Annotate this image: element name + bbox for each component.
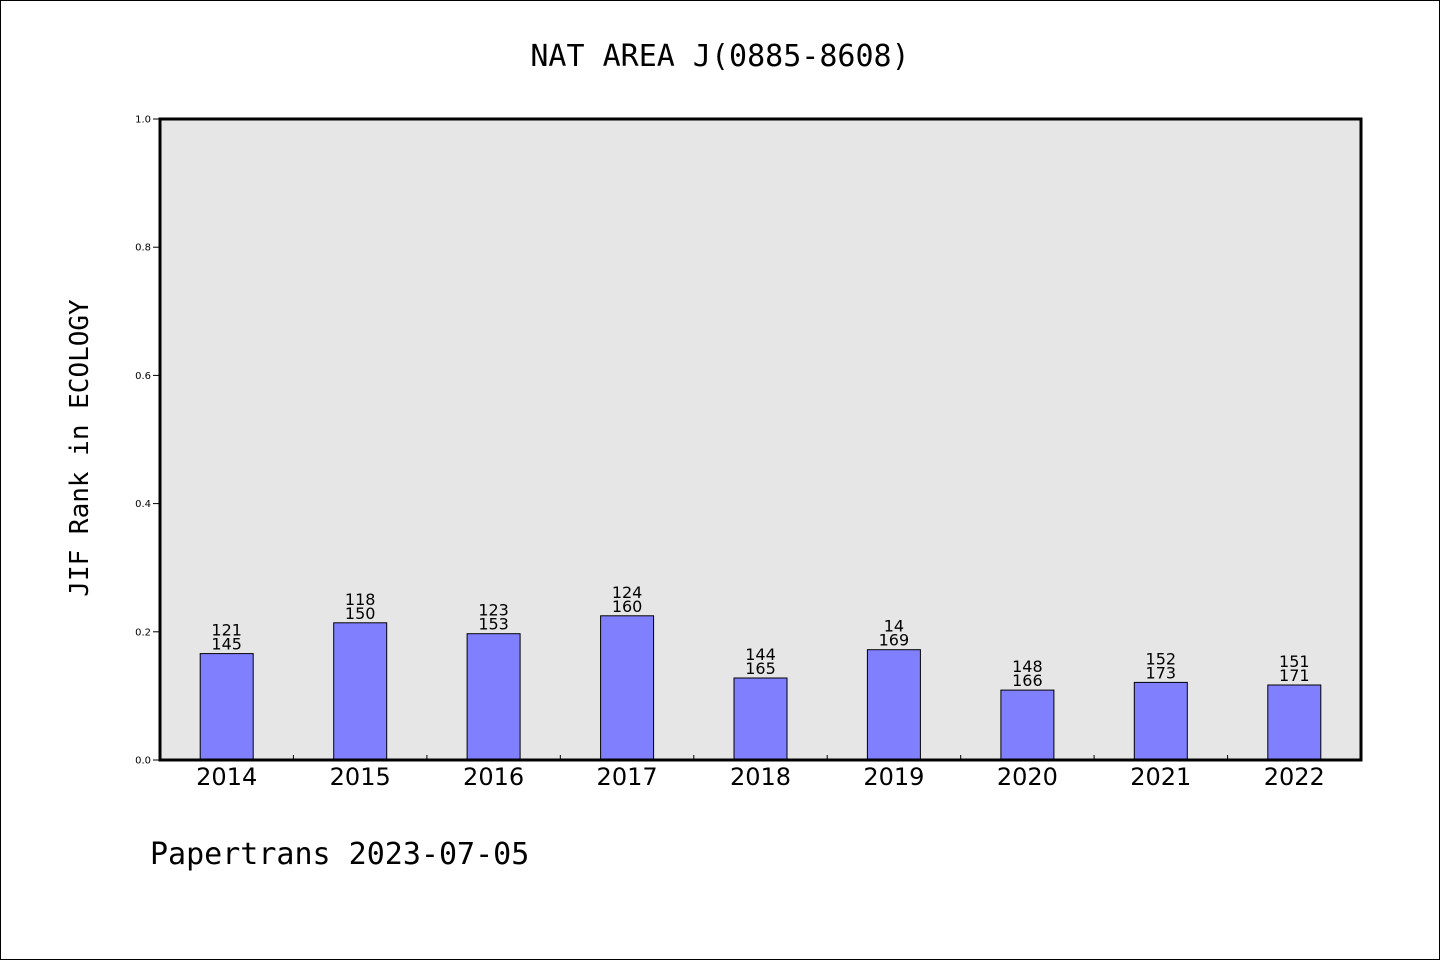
y-axis: 0.0 0.2 0.4 0.6 0.8 1.0 bbox=[135, 115, 160, 767]
x-tick-label: 2022 bbox=[1264, 763, 1325, 791]
bar-label-top: 144 bbox=[745, 645, 776, 664]
footer-text: Papertrans 2023-07-05 bbox=[150, 837, 529, 872]
y-tick-label: 0.4 bbox=[135, 499, 151, 510]
bar-label-top: 123 bbox=[478, 601, 509, 620]
y-tick-label: 0.2 bbox=[135, 627, 151, 638]
bar-2018 bbox=[733, 677, 788, 761]
bar-label-bottom: 160 bbox=[612, 597, 643, 616]
bar-2016 bbox=[466, 633, 521, 761]
bar-2019 bbox=[866, 649, 921, 761]
x-tick-label: 2014 bbox=[196, 763, 257, 791]
bar-label-top: 152 bbox=[1146, 649, 1177, 668]
y-axis-label: JIF Rank in ECOLOGY bbox=[65, 299, 95, 597]
bars-group bbox=[199, 615, 1322, 761]
bar-label-bottom: 150 bbox=[345, 604, 376, 623]
bar-label-bottom: 165 bbox=[745, 659, 776, 678]
bar-label-top: 121 bbox=[211, 621, 242, 640]
x-tick-label: 2019 bbox=[863, 763, 924, 791]
y-tick-label: 0.0 bbox=[135, 756, 151, 767]
bar-2017 bbox=[600, 615, 655, 761]
bar-2015 bbox=[333, 622, 388, 761]
x-axis: 2014 2015 2016 2017 2018 2019 2020 2021 2022 bbox=[196, 755, 1325, 791]
y-tick-label: 0.6 bbox=[135, 371, 151, 382]
x-tick-label: 2016 bbox=[463, 763, 524, 791]
x-tick-label: 2015 bbox=[330, 763, 391, 791]
x-tick-label: 2021 bbox=[1130, 763, 1191, 791]
bar-2014 bbox=[199, 653, 254, 761]
bar-2020 bbox=[1000, 689, 1055, 761]
bar-label-bottom: 166 bbox=[1012, 671, 1043, 690]
bar-label-bottom: 173 bbox=[1146, 663, 1177, 682]
x-tick-label: 2018 bbox=[730, 763, 791, 791]
y-tick-label: 0.8 bbox=[135, 243, 151, 254]
bar-label-bottom: 145 bbox=[211, 635, 242, 654]
bar-label-bottom: 153 bbox=[478, 615, 509, 634]
bar-2021 bbox=[1133, 681, 1188, 761]
chart-title: NAT AREA J(0885-8608) bbox=[530, 39, 909, 74]
bar-label-top: 118 bbox=[345, 590, 376, 609]
bar-label-bottom: 171 bbox=[1279, 666, 1310, 685]
bar-label-top: 14 bbox=[884, 617, 904, 636]
bar-label-top: 151 bbox=[1279, 652, 1310, 671]
x-tick-label: 2017 bbox=[597, 763, 658, 791]
bar-label-top: 148 bbox=[1012, 657, 1043, 676]
bar-label-top: 124 bbox=[612, 583, 643, 602]
bar-label-bottom: 169 bbox=[879, 631, 910, 650]
x-tick-label: 2020 bbox=[997, 763, 1058, 791]
y-tick-label: 1.0 bbox=[135, 115, 151, 126]
bar-2022 bbox=[1267, 684, 1322, 761]
plot-border bbox=[158, 117, 1363, 762]
